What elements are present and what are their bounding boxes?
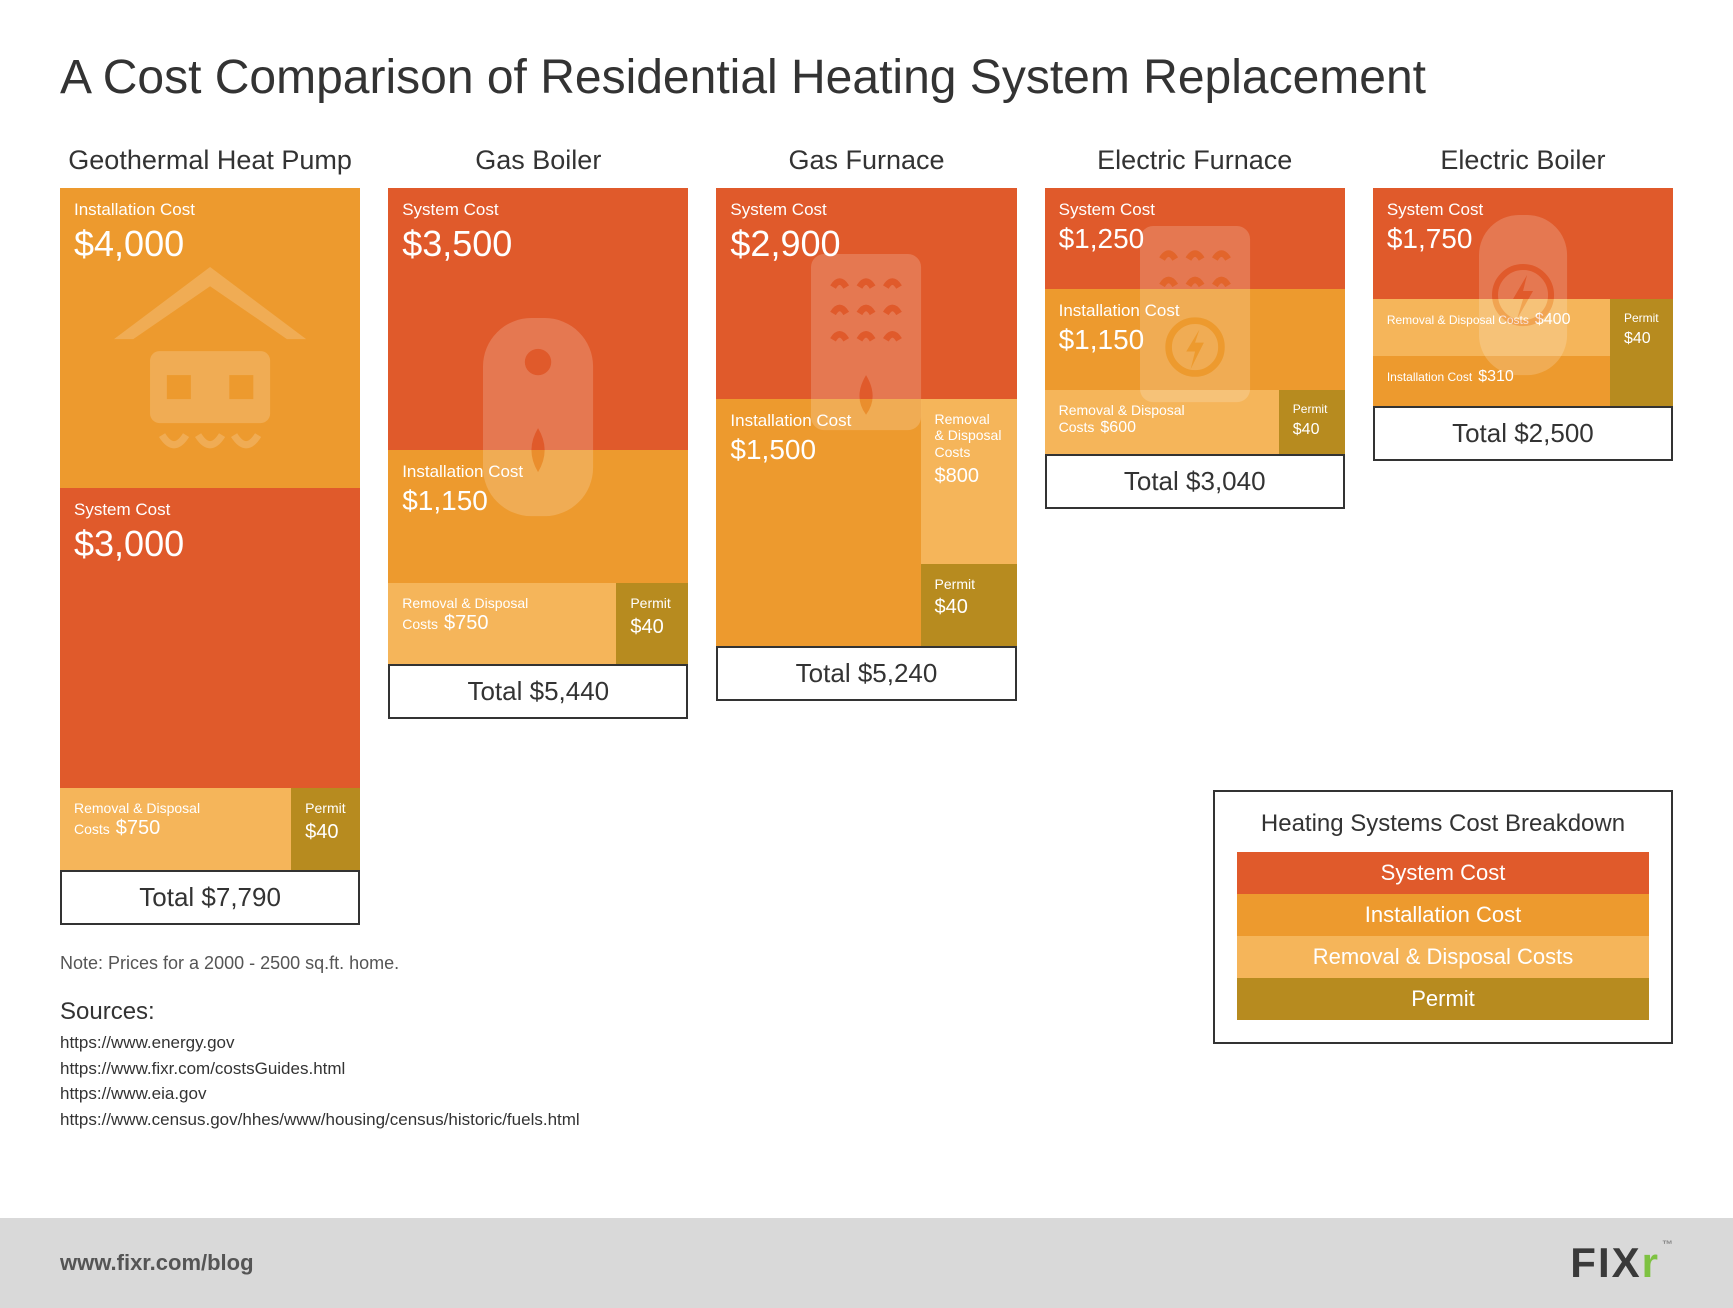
block-label: Removal & Disposal Costs (935, 411, 1003, 461)
system-block: System Cost $3,000 (60, 488, 360, 788)
installation-block: Installation Cost $1,500 (716, 399, 920, 646)
legend-title: Heating Systems Cost Breakdown (1237, 810, 1649, 838)
installation-block: Installation Cost$310 (1373, 356, 1610, 406)
block-value: $750 (444, 612, 489, 634)
legend-row: System Cost (1237, 852, 1649, 894)
total-box: Total $2,500 (1373, 406, 1673, 461)
removal-block: Removal & Disposal Costs$400 (1373, 299, 1610, 356)
block-value: $2,900 (730, 224, 1002, 264)
installation-block: Installation Cost $1,150 (388, 450, 688, 583)
treemap: System Cost $2,900 Installation Cost $1,500… (716, 188, 1016, 646)
block-label: Permit (305, 800, 346, 817)
treemap: System Cost $1,250 Installation Cost $1,150… (1045, 188, 1345, 454)
footer-url: www.fixr.com/blog (60, 1250, 254, 1276)
system-block: System Cost $2,900 (716, 188, 1016, 399)
logo-text: FIX (1570, 1239, 1641, 1286)
block-label: Permit (1624, 311, 1659, 325)
block-label: Installation Cost (1059, 301, 1331, 321)
fixr-logo: FIXr™ (1570, 1239, 1673, 1287)
block-label: System Cost (1387, 200, 1659, 220)
total-box: Total $5,240 (716, 646, 1016, 701)
removal-block: Removal & Disposal Costs$750 (388, 583, 616, 664)
system-title: Electric Furnace (1045, 145, 1345, 176)
block-label: Installation Cost (74, 200, 346, 220)
block-label: System Cost (1059, 200, 1331, 220)
system-column: Gas Furnace System Cost $2,900 Installation… (716, 145, 1016, 701)
system-title: Gas Boiler (388, 145, 688, 176)
block-label: Permit (630, 595, 674, 612)
block-value: $1,250 (1059, 224, 1331, 255)
block-label: Removal & Disposal Costs$750 (74, 800, 277, 839)
block-value: $40 (935, 596, 1003, 618)
block-value: $1,500 (730, 435, 906, 466)
system-block: System Cost $3,500 (388, 188, 688, 450)
block-value: $40 (1624, 330, 1659, 348)
block-label: System Cost (402, 200, 674, 220)
treemap: System Cost $3,000 Installation Cost $4,000… (60, 188, 360, 870)
permit-block: Permit $40 (1610, 299, 1673, 406)
treemap: System Cost $3,500 Installation Cost $1,150… (388, 188, 688, 664)
system-column: Geothermal Heat Pump System Cost $3,000 Ins… (60, 145, 360, 925)
removal-block: Removal & Disposal Costs $800 (921, 399, 1017, 564)
source-line: https://www.census.gov/hhes/www/housing/… (60, 1107, 1673, 1133)
footer-bar: www.fixr.com/blog FIXr™ (0, 1218, 1733, 1308)
block-value: $1,750 (1387, 224, 1659, 255)
block-label: Installation Cost (402, 462, 674, 482)
sources-list: https://www.energy.govhttps://www.fixr.c… (60, 1030, 1673, 1132)
block-value: $1,150 (402, 486, 674, 517)
logo-tm: ™ (1662, 1239, 1673, 1251)
system-block: System Cost $1,250 (1045, 188, 1345, 289)
system-title: Gas Furnace (716, 145, 1016, 176)
system-column: Gas Boiler System Cost $3,500 Installation … (388, 145, 688, 719)
removal-block: Removal & Disposal Costs$600 (1045, 390, 1279, 454)
legend-row: Removal & Disposal Costs (1237, 936, 1649, 978)
block-value: $4,000 (74, 224, 346, 264)
block-label: Permit (935, 576, 1003, 593)
block-value: $400 (1535, 311, 1571, 328)
block-label: System Cost (74, 500, 346, 520)
permit-block: Permit $40 (616, 583, 688, 664)
legend-row: Permit (1237, 978, 1649, 1020)
legend-box: Heating Systems Cost Breakdown System Co… (1213, 790, 1673, 1044)
system-title: Geothermal Heat Pump (60, 145, 360, 176)
block-value: $3,000 (74, 524, 346, 564)
installation-block: Installation Cost $4,000 (60, 188, 360, 488)
permit-block: Permit $40 (1279, 390, 1345, 454)
block-value: $750 (116, 817, 161, 839)
block-value: $40 (1293, 421, 1331, 439)
block-value: $40 (630, 616, 674, 638)
block-label: Removal & Disposal Costs$750 (402, 595, 602, 634)
legend-row: Installation Cost (1237, 894, 1649, 936)
logo-accent: r (1642, 1239, 1660, 1286)
block-value: $1,150 (1059, 325, 1331, 356)
block-label: Installation Cost$310 (1387, 368, 1596, 386)
permit-block: Permit $40 (291, 788, 360, 870)
page-title: A Cost Comparison of Residential Heating… (60, 50, 1673, 105)
block-label: Permit (1293, 402, 1331, 416)
block-value: $40 (305, 821, 346, 843)
permit-block: Permit $40 (921, 564, 1017, 646)
system-block: System Cost $1,750 (1373, 188, 1673, 299)
total-box: Total $7,790 (60, 870, 360, 925)
total-box: Total $5,440 (388, 664, 688, 719)
total-box: Total $3,040 (1045, 454, 1345, 509)
block-label: Removal & Disposal Costs$400 (1387, 311, 1596, 329)
block-value: $310 (1478, 368, 1514, 385)
system-title: Electric Boiler (1373, 145, 1673, 176)
block-value: $3,500 (402, 224, 674, 264)
source-line: https://www.eia.gov (60, 1081, 1673, 1107)
installation-block: Installation Cost $1,150 (1045, 289, 1345, 390)
source-line: https://www.fixr.com/costsGuides.html (60, 1056, 1673, 1082)
block-label: Installation Cost (730, 411, 906, 431)
system-column: Electric Furnace System Cost $1,250 Install… (1045, 145, 1345, 509)
block-label: System Cost (730, 200, 1002, 220)
treemap: System Cost $1,750 Installation Cost$310 Re… (1373, 188, 1673, 406)
block-label: Removal & Disposal Costs$600 (1059, 402, 1265, 436)
system-column: Electric Boiler System Cost $1,750 Installa… (1373, 145, 1673, 461)
block-value: $800 (935, 465, 1003, 487)
block-value: $600 (1100, 419, 1136, 436)
removal-block: Removal & Disposal Costs$750 (60, 788, 291, 870)
